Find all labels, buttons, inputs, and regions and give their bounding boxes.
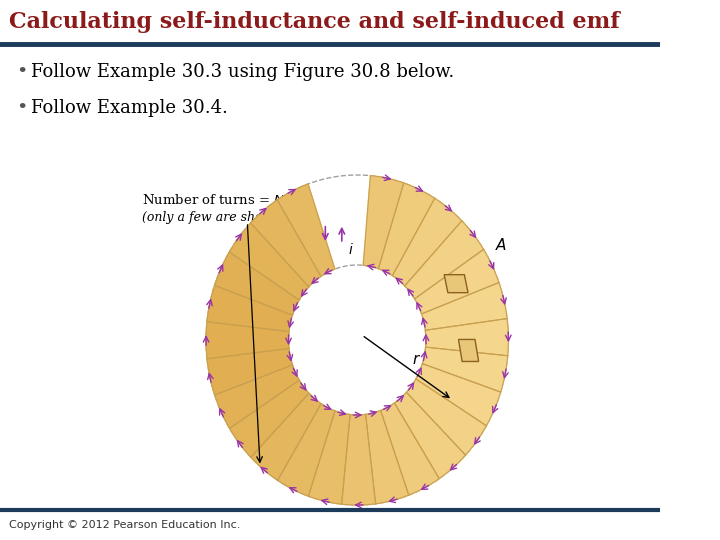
Polygon shape — [426, 319, 508, 356]
Text: Follow Example 30.3 using Figure 30.8 below.: Follow Example 30.3 using Figure 30.8 be… — [31, 63, 454, 81]
Polygon shape — [207, 348, 292, 395]
Polygon shape — [215, 365, 300, 428]
Polygon shape — [230, 380, 309, 457]
Polygon shape — [405, 221, 484, 299]
Text: Follow Example 30.4.: Follow Example 30.4. — [31, 99, 228, 117]
Polygon shape — [251, 200, 321, 287]
Polygon shape — [206, 322, 289, 359]
Text: $A$: $A$ — [495, 237, 508, 253]
Polygon shape — [341, 414, 376, 505]
Polygon shape — [363, 176, 404, 268]
Text: $r$: $r$ — [412, 353, 421, 367]
Polygon shape — [381, 403, 439, 495]
Polygon shape — [416, 363, 500, 426]
Polygon shape — [215, 252, 299, 315]
Text: $i$: $i$ — [315, 219, 321, 234]
Polygon shape — [277, 184, 335, 276]
Polygon shape — [395, 393, 466, 478]
Polygon shape — [407, 379, 486, 455]
Text: $i$: $i$ — [348, 242, 354, 258]
Text: •: • — [17, 63, 28, 81]
Text: (only a few are shown): (only a few are shown) — [142, 212, 286, 225]
Polygon shape — [444, 275, 468, 293]
Polygon shape — [459, 340, 479, 361]
Polygon shape — [422, 282, 507, 330]
Polygon shape — [379, 183, 435, 275]
Text: Copyright © 2012 Pearson Education Inc.: Copyright © 2012 Pearson Education Inc. — [9, 520, 240, 530]
Text: Number of turns = $N$: Number of turns = $N$ — [142, 193, 285, 207]
Polygon shape — [366, 410, 409, 504]
Text: •: • — [17, 99, 28, 117]
Polygon shape — [423, 347, 508, 392]
FancyBboxPatch shape — [0, 0, 660, 44]
Polygon shape — [415, 249, 499, 314]
Polygon shape — [230, 223, 309, 300]
Polygon shape — [278, 404, 335, 496]
Text: Calculating self-inductance and self-induced emf: Calculating self-inductance and self-ind… — [9, 11, 620, 33]
Polygon shape — [251, 393, 321, 480]
Polygon shape — [207, 286, 292, 332]
Polygon shape — [308, 411, 350, 504]
Polygon shape — [392, 198, 462, 286]
